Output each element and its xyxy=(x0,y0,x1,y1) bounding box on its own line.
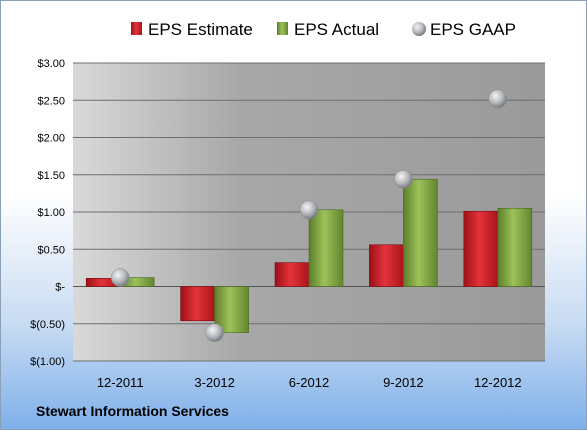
bar-eps-actual xyxy=(214,286,249,333)
y-tick-label: $(1.00) xyxy=(30,356,65,368)
y-tick-label: $2.50 xyxy=(37,95,65,107)
y-tick-label: $1.00 xyxy=(37,207,65,219)
bars xyxy=(85,178,533,333)
bar-eps-estimate xyxy=(180,286,215,322)
y-tick-label: $(0.50) xyxy=(30,319,65,331)
x-tick-label: 3-2012 xyxy=(194,375,234,390)
x-axis-labels: 12-2011 3-2012 6-2012 9-2012 12-2012 xyxy=(97,375,522,390)
point-eps-gaap xyxy=(299,200,319,220)
legend-eps-actual: EPS Actual xyxy=(294,20,379,39)
point-eps-gaap xyxy=(205,323,224,342)
x-tick-label: 6-2012 xyxy=(289,375,329,390)
legend-eps-estimate-swatch xyxy=(131,22,142,35)
x-tick-label: 12-2011 xyxy=(97,375,144,390)
bar-eps-actual xyxy=(403,178,438,287)
legend-eps-actual-swatch xyxy=(277,22,288,35)
x-tick-label: 12-2012 xyxy=(474,375,522,390)
bar-eps-actual xyxy=(497,207,533,287)
company-name: Stewart Information Services xyxy=(36,403,229,419)
bar-eps-actual xyxy=(308,209,344,287)
bar-eps-estimate xyxy=(463,210,499,287)
y-axis-ticks: $(1.00) $(0.50) $- $0.50 $1.00 $1.50 $2.00 $2.5… xyxy=(30,58,65,368)
legend-eps-estimate: EPS Estimate xyxy=(148,20,253,39)
y-tick-label: $- xyxy=(55,282,65,294)
legend-eps-gaap: EPS GAAP xyxy=(430,20,516,39)
legend: EPS Estimate EPS Actual EPS GAAP xyxy=(131,20,516,39)
y-tick-label: $2.00 xyxy=(37,133,65,145)
y-tick-label: $3.00 xyxy=(37,58,65,70)
point-eps-gaap xyxy=(110,268,130,287)
y-tick-label: $0.50 xyxy=(37,244,65,256)
legend-eps-gaap-swatch xyxy=(412,22,426,36)
bar-eps-estimate xyxy=(274,262,310,287)
point-eps-gaap xyxy=(488,89,508,109)
bar-eps-estimate xyxy=(369,244,404,287)
point-eps-gaap xyxy=(394,169,413,189)
gaap-points xyxy=(110,89,508,342)
x-tick-label: 9-2012 xyxy=(383,375,423,390)
y-tick-label: $1.50 xyxy=(37,170,65,182)
